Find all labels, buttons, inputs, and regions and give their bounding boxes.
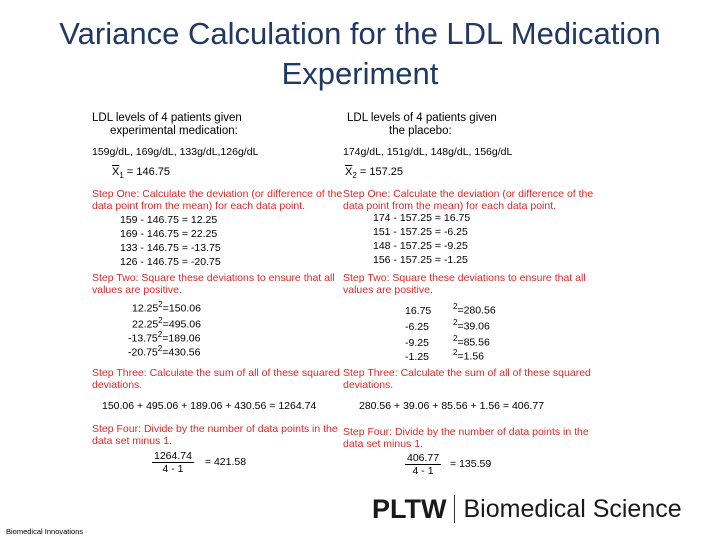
left-mean: X1 = 146.75 xyxy=(112,166,170,180)
right-square-row: -6.25 2=39.06 xyxy=(405,318,490,333)
right-deviation-row: 156 - 157.25 = -1.25 xyxy=(373,254,468,266)
right-step1-line1: Step One: Calculate the deviation (or di… xyxy=(343,188,594,200)
left-step1-line2: data point from the mean) for each data … xyxy=(92,200,306,212)
right-fraction: 406.77 4 - 1 xyxy=(405,452,442,477)
left-values: 159g/dL, 169g/dL, 133g/dL,126g/dL xyxy=(92,146,259,158)
left-division: 1264.74 4 - 1 = 421.58 xyxy=(152,450,246,475)
right-sum: 280.56 + 39.06 + 85.56 + 1.56 = 406.77 xyxy=(359,400,545,412)
right-mean: X2 = 157.25 xyxy=(345,166,403,180)
left-fraction: 1264.74 4 - 1 xyxy=(152,450,194,475)
right-deviation-row: 148 - 157.25 = -9.25 xyxy=(373,240,468,252)
left-header-line2: experimental medication: xyxy=(110,125,238,137)
left-step3-line2: deviations. xyxy=(92,379,143,391)
right-fraction-denominator: 4 - 1 xyxy=(412,465,434,477)
left-deviation-row: 159 - 146.75 = 12.25 xyxy=(120,214,218,226)
left-step4-line2: data set minus 1. xyxy=(92,435,172,447)
right-values: 174g/dL, 151g/dL, 148g/dL, 156g/dL xyxy=(343,146,513,158)
right-step3-line2: deviations. xyxy=(343,379,394,391)
right-deviation-row: 174 - 157.25 = 16.75 xyxy=(373,212,471,224)
right-step4-line1: Step Four: Divide by the number of data … xyxy=(343,426,589,438)
left-square-row: 12.252=150.06 xyxy=(132,300,201,315)
left-step2-line1: Step Two: Square these deviations to ens… xyxy=(92,272,335,284)
left-mean-symbol: X xyxy=(112,166,120,178)
logo-divider xyxy=(454,495,456,523)
right-square-row: 16.75 2=280.56 xyxy=(405,302,496,317)
left-square-row: 22.252=495.06 xyxy=(132,316,201,331)
left-step2-line2: values are positive. xyxy=(92,284,182,296)
right-step2-line2: values are positive. xyxy=(343,284,433,296)
slide-title: Variance Calculation for the LDL Medicat… xyxy=(0,14,720,94)
logo-text: Biomedical Science xyxy=(463,494,682,523)
left-step3-line1: Step Three: Calculate the sum of all of … xyxy=(92,367,340,379)
pltw-logo: PLTW Biomedical Science xyxy=(372,492,682,526)
right-header-line1: LDL levels of 4 patients given xyxy=(347,112,497,124)
right-step3-line1: Step Three: Calculate the sum of all of … xyxy=(343,367,591,379)
right-step4-line2: data set minus 1. xyxy=(343,438,423,450)
right-division: 406.77 4 - 1 = 135.59 xyxy=(405,452,491,477)
left-step4-line1: Step Four: Divide by the number of data … xyxy=(92,423,338,435)
right-step1-line2: data point from the mean) for each data … xyxy=(343,200,557,212)
left-mean-value: = 146.75 xyxy=(126,166,170,178)
right-deviation-row: 151 - 157.25 = -6.25 xyxy=(373,226,468,238)
left-deviation-row: 133 - 146.75 = -13.75 xyxy=(120,242,221,254)
left-deviation-row: 126 - 146.75 = -20.75 xyxy=(120,256,221,268)
right-fraction-numerator: 406.77 xyxy=(405,452,442,465)
right-mean-value: = 157.25 xyxy=(359,166,403,178)
left-fraction-denominator: 4 - 1 xyxy=(162,463,184,475)
left-step1-line1: Step One: Calculate the deviation (or di… xyxy=(92,188,343,200)
right-result: = 135.59 xyxy=(450,458,492,471)
slide-title-line2: Experiment xyxy=(281,56,439,91)
left-sum: 150.06 + 495.06 + 189.06 + 430.56 = 1264… xyxy=(102,400,317,412)
logo-mark: PLTW xyxy=(372,493,447,524)
right-header-line2: the placebo: xyxy=(389,125,452,137)
slide-title-line1: Variance Calculation for the LDL Medicat… xyxy=(59,16,661,51)
right-square-row: -9.25 2=85.56 xyxy=(405,334,490,349)
left-square-row: -20.752=430.56 xyxy=(128,344,201,359)
footer-course-name: Biomedical Innovations xyxy=(6,527,84,536)
left-deviation-row: 169 - 146.75 = 22.25 xyxy=(120,228,218,240)
right-step2-line1: Step Two: Square these deviations to ens… xyxy=(343,272,586,284)
left-header-line1: LDL levels of 4 patients given xyxy=(92,112,242,124)
left-square-row: -13.752=189.06 xyxy=(128,330,201,345)
left-fraction-numerator: 1264.74 xyxy=(152,450,194,463)
left-mean-sub: 1 xyxy=(119,171,124,181)
right-square-row: -1.25 2=1.56 xyxy=(405,348,485,363)
right-mean-sub: 2 xyxy=(352,171,357,181)
left-result: = 421.58 xyxy=(204,456,247,469)
right-mean-symbol: X xyxy=(345,166,353,178)
